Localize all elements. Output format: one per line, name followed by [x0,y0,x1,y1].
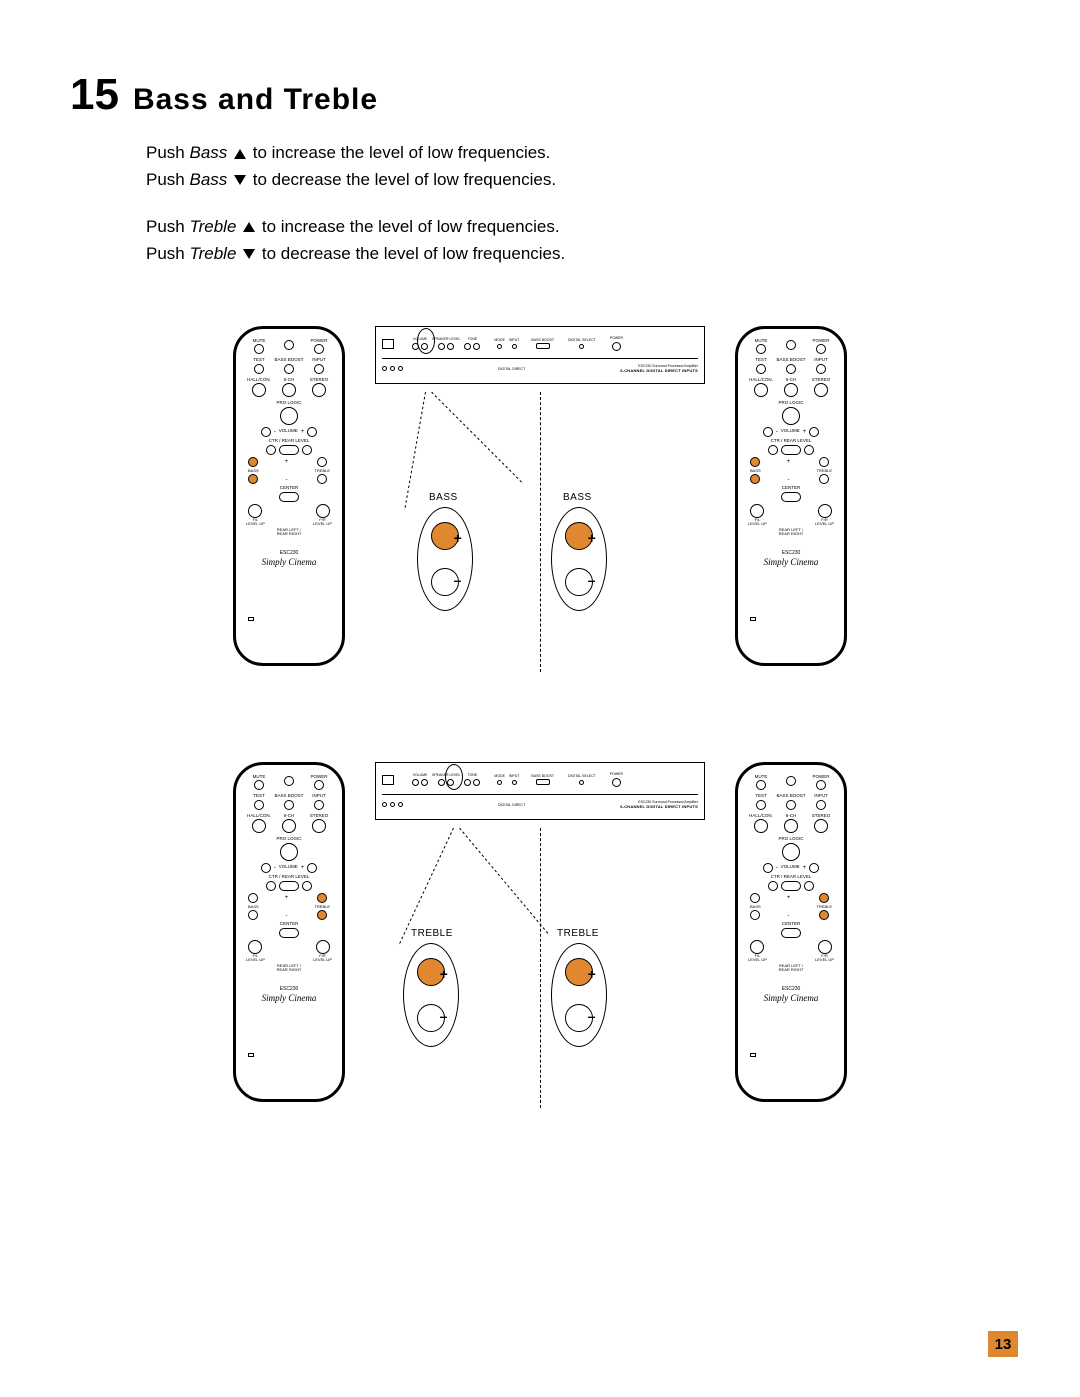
section-heading: 15 Bass and Treble [70,70,1010,120]
instruction-line: Push Treble to increase the level of low… [146,216,1010,239]
amp-highlight-treble [445,764,463,790]
instruction-line: Push Bass to decrease the level of low f… [146,169,1010,192]
bass-oval-right: + – [551,507,607,611]
instruction-line: Push Treble to decrease the level of low… [146,243,1010,266]
remote-right-bass: MUTEPOWERTESTBASS BOOSTINPUTHALL/CON.6-C… [735,326,847,666]
diagram-row-bass: MUTEPOWERTESTBASS BOOSTINPUTHALL/CON.6-C… [233,326,847,672]
triangle-up-icon [234,149,246,159]
remote-left-treble: MUTEPOWERTESTBASS BOOSTINPUTHALL/CON.6-C… [233,762,345,1102]
remote-right-treble: MUTEPOWERTESTBASS BOOSTINPUTHALL/CON.6-C… [735,762,847,1102]
treble-oval-right: + – [551,943,607,1047]
diagram-row-treble: MUTEPOWERTESTBASS BOOSTINPUTHALL/CON.6-C… [233,762,847,1108]
page-number-badge: 13 [988,1331,1018,1357]
callout-label-bass-l: BASS [429,492,458,503]
instruction-line: Push Bass to increase the level of low f… [146,142,1010,165]
callout-bass: BASS BASS + – + – [375,392,705,672]
remote-left-bass: MUTEPOWERTESTBASS BOOSTINPUTHALL/CON.6-C… [233,326,345,666]
treble-oval-left: + – [403,943,459,1047]
callout-label-treble-r: TREBLE [557,928,599,939]
triangle-up-icon [243,222,255,232]
callout-treble: TREBLE TREBLE + – + – [375,828,705,1108]
instructions: Push Bass to increase the level of low f… [70,142,1010,266]
triangle-down-icon [234,175,246,185]
center-bass: VOLUMESPEAKER LEVELTONEMODEINPUTBASS BOO… [375,326,705,672]
diagrams: MUTEPOWERTESTBASS BOOSTINPUTHALL/CON.6-C… [70,326,1010,1108]
manual-page: 15 Bass and Treble Push Bass to increase… [0,0,1080,1397]
amp-highlight-bass [417,328,435,354]
callout-label-treble-l: TREBLE [411,928,453,939]
section-number: 15 [70,70,119,120]
bass-oval-left: + – [417,507,473,611]
triangle-down-icon [243,249,255,259]
callout-label-bass-r: BASS [563,492,592,503]
center-treble: VOLUMESPEAKER LEVELTONEMODEINPUTBASS BOO… [375,762,705,1108]
amplifier-panel: VOLUMESPEAKER LEVELTONEMODEINPUTBASS BOO… [375,762,705,820]
section-title: Bass and Treble [133,83,378,117]
